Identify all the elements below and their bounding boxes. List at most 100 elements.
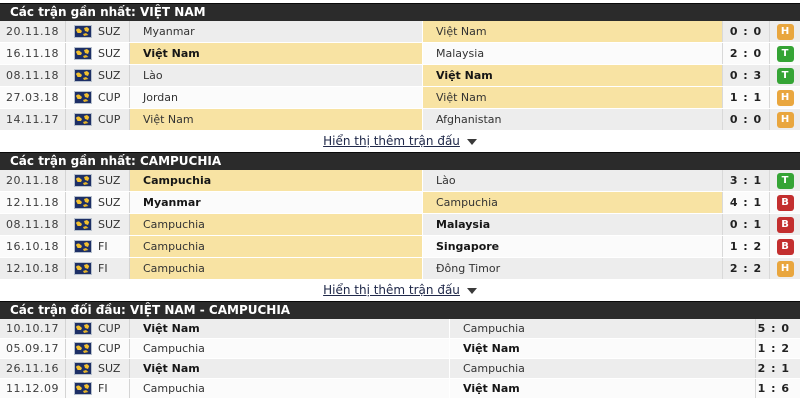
match-score: 2 : 2	[723, 258, 770, 279]
away-team: Việt Nam	[423, 21, 723, 42]
match-row[interactable]: 16.11.18 SUZ Việt Nam Malaysia 2 : 0 T	[0, 43, 800, 65]
competition-cell: SUZ	[66, 21, 130, 42]
matches-section: Các trận gần nhất: CAMPUCHIA 20.11.18 SU…	[0, 152, 800, 301]
competition-cell: SUZ	[66, 65, 130, 86]
home-team: Việt Nam	[130, 319, 450, 338]
competition-code: SUZ	[98, 174, 121, 187]
competition-cell: SUZ	[66, 214, 130, 235]
result-badge-cell: H	[770, 258, 800, 279]
competition-code: CUP	[98, 342, 121, 355]
result-badge: T	[776, 172, 794, 189]
home-team: Campuchia	[130, 214, 423, 235]
home-team: Việt Nam	[130, 109, 423, 130]
match-date: 16.10.18	[0, 236, 66, 257]
match-row[interactable]: 14.11.17 CUP Việt Nam Afghanistan 0 : 0 …	[0, 109, 800, 131]
away-team: Việt Nam	[463, 382, 520, 395]
matches-section: Các trận đối đầu: VIỆT NAM - CAMPUCHIA 1…	[0, 301, 800, 399]
show-more-link[interactable]: Hiển thị thêm trận đấu	[323, 283, 460, 297]
competition-cell: SUZ	[66, 170, 130, 191]
sections-root: Các trận gần nhất: VIỆT NAM 20.11.18 SUZ…	[0, 3, 800, 399]
result-badge: H	[776, 260, 794, 277]
match-date: 20.11.18	[0, 170, 66, 191]
competition-cell: CUP	[66, 319, 130, 338]
rows: 20.11.18 SUZ Campuchia Lào 3 : 1 T 12.11…	[0, 170, 800, 280]
competition-cell: SUZ	[66, 192, 130, 213]
competition-code: SUZ	[98, 25, 121, 38]
match-row[interactable]: 26.11.16 SUZ Việt Nam Campuchia 2 : 1	[0, 359, 800, 379]
match-row[interactable]: 16.10.18 FI Campuchia Singapore 1 : 2 B	[0, 236, 800, 258]
home-team: Campuchia	[130, 258, 423, 279]
match-date: 20.11.18	[0, 21, 66, 42]
match-row[interactable]: 20.11.18 SUZ Myanmar Việt Nam 0 : 0 H	[0, 21, 800, 43]
competition-logo-icon	[74, 240, 92, 253]
away-team: Việt Nam	[423, 87, 723, 108]
match-date: 26.11.16	[0, 359, 66, 378]
match-score: 1 : 6	[755, 379, 800, 398]
section-header: Các trận đối đầu: VIỆT NAM - CAMPUCHIA	[0, 301, 800, 319]
home-team: Việt Nam	[130, 43, 423, 64]
match-date: 12.10.18	[0, 258, 66, 279]
competition-code: CUP	[98, 322, 121, 335]
result-badge-cell: H	[770, 109, 800, 130]
result-badge-cell: T	[770, 65, 800, 86]
result-badge-cell: T	[770, 170, 800, 191]
match-row[interactable]: 12.11.18 SUZ Myanmar Campuchia 4 : 1 B	[0, 192, 800, 214]
match-date: 12.11.18	[0, 192, 66, 213]
result-badge: H	[776, 89, 794, 106]
result-badge: B	[776, 216, 794, 233]
match-date: 10.10.17	[0, 319, 66, 338]
competition-code: SUZ	[98, 362, 121, 375]
result-badge: T	[776, 67, 794, 84]
away-team: Campuchia	[463, 322, 525, 335]
match-row[interactable]: 27.03.18 CUP Jordan Việt Nam 1 : 1 H	[0, 87, 800, 109]
competition-code: FI	[98, 262, 108, 275]
competition-cell: FI	[66, 258, 130, 279]
competition-logo-icon	[74, 69, 92, 82]
competition-cell: FI	[66, 236, 130, 257]
away-team: Malaysia	[423, 214, 723, 235]
match-date: 27.03.18	[0, 87, 66, 108]
section-header: Các trận gần nhất: VIỆT NAM	[0, 3, 800, 21]
match-row[interactable]: 20.11.18 SUZ Campuchia Lào 3 : 1 T	[0, 170, 800, 192]
section-title: Các trận gần nhất: CAMPUCHIA	[10, 154, 222, 168]
competition-logo-icon	[74, 174, 92, 187]
away-team: Đông Timor	[423, 258, 723, 279]
competition-cell: CUP	[66, 339, 130, 358]
show-more-link[interactable]: Hiển thị thêm trận đấu	[323, 134, 460, 148]
show-more: Hiển thị thêm trận đấu	[0, 280, 800, 301]
match-date: 05.09.17	[0, 339, 66, 358]
rows: 10.10.17 CUP Việt Nam Campuchia 5 : 0 05…	[0, 319, 800, 399]
competition-code: FI	[98, 240, 108, 253]
match-row[interactable]: 08.11.18 SUZ Lào Việt Nam 0 : 3 T	[0, 65, 800, 87]
competition-cell: SUZ	[66, 43, 130, 64]
competition-code: FI	[98, 382, 108, 395]
match-row[interactable]: 11.12.09 FI Campuchia Việt Nam 1 : 6	[0, 379, 800, 399]
match-score: 0 : 0	[723, 21, 770, 42]
rows: 20.11.18 SUZ Myanmar Việt Nam 0 : 0 H 16…	[0, 21, 800, 131]
match-score: 0 : 0	[723, 109, 770, 130]
home-team: Myanmar	[130, 21, 423, 42]
section-header: Các trận gần nhất: CAMPUCHIA	[0, 152, 800, 170]
match-date: 14.11.17	[0, 109, 66, 130]
home-team: Campuchia	[130, 170, 423, 191]
match-row[interactable]: 08.11.18 SUZ Campuchia Malaysia 0 : 1 B	[0, 214, 800, 236]
section-title: Các trận đối đầu: VIỆT NAM - CAMPUCHIA	[10, 303, 291, 317]
competition-logo-icon	[74, 196, 92, 209]
matches-section: Các trận gần nhất: VIỆT NAM 20.11.18 SUZ…	[0, 3, 800, 152]
match-score: 1 : 1	[723, 87, 770, 108]
home-team: Campuchia	[130, 379, 450, 398]
competition-logo-icon	[74, 322, 92, 335]
match-row[interactable]: 10.10.17 CUP Việt Nam Campuchia 5 : 0	[0, 319, 800, 339]
result-badge-cell: B	[770, 192, 800, 213]
result-badge: T	[776, 45, 794, 62]
competition-cell: SUZ	[66, 359, 130, 378]
away-team: Malaysia	[423, 43, 723, 64]
away-team: Campuchia	[463, 362, 525, 375]
competition-logo-icon	[74, 362, 92, 375]
away-team: Việt Nam	[463, 342, 520, 355]
competition-code: CUP	[98, 91, 121, 104]
match-row[interactable]: 12.10.18 FI Campuchia Đông Timor 2 : 2 H	[0, 258, 800, 280]
match-row[interactable]: 05.09.17 CUP Campuchia Việt Nam 1 : 2	[0, 339, 800, 359]
result-badge: H	[776, 111, 794, 128]
